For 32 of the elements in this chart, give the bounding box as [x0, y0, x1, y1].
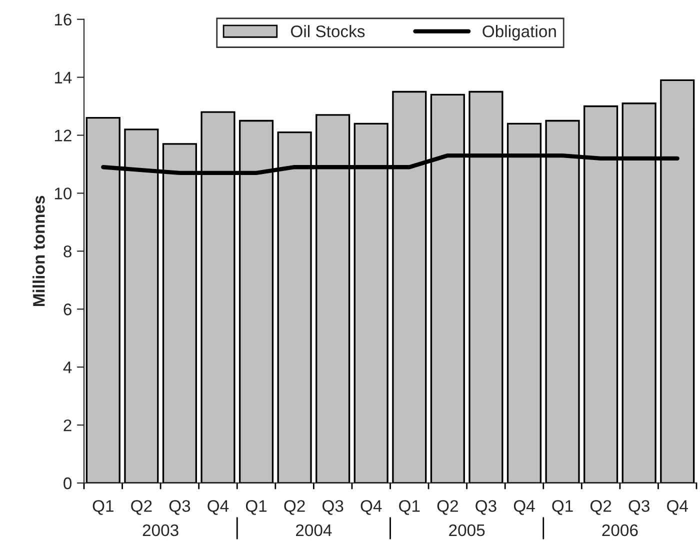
x-tick-label: Q2: [590, 500, 612, 515]
text: 2006: [602, 524, 638, 536]
x-tick-label: Q4: [667, 500, 688, 515]
x-tick-label: Q2: [284, 500, 305, 515]
x-tick-label: Q4: [208, 500, 229, 515]
text: 2005: [449, 524, 485, 536]
x-tick-label: Q1: [399, 500, 420, 515]
x-tick-label: Q1: [246, 500, 267, 515]
y-tick-label: 4: [63, 362, 72, 374]
x-tick-label: Q2: [131, 500, 152, 515]
x-tick-label: Q3: [169, 500, 190, 515]
text: 2004: [296, 524, 332, 536]
y-tick-label: 10: [54, 188, 72, 200]
y-tick-label: 6: [64, 304, 72, 316]
legend-label: Oil Stocks: [291, 25, 365, 38]
x-tick-label: Q3: [322, 500, 344, 515]
text: 2003: [142, 524, 178, 536]
x-tick-label: Q4: [360, 500, 382, 515]
x-tick-label: Q3: [476, 500, 496, 515]
y-tick-label: 16: [54, 14, 72, 26]
y-tick-label: 2: [64, 419, 72, 432]
y-axis-title: Million tonnes: [32, 196, 45, 306]
x-tick-label: Q3: [628, 500, 650, 515]
x-tick-label: Q1: [92, 500, 114, 515]
y-tick-label: 14: [54, 72, 72, 84]
x-tick-label: Q2: [437, 500, 458, 515]
y-tick-label: 0: [64, 477, 72, 490]
y-tick-label: 8: [64, 246, 72, 258]
x-tick-label: Q1: [552, 500, 573, 515]
legend-label: Obligation: [482, 25, 556, 41]
x-tick-label: Q4: [514, 500, 535, 515]
y-tick-label: 12: [54, 130, 72, 142]
